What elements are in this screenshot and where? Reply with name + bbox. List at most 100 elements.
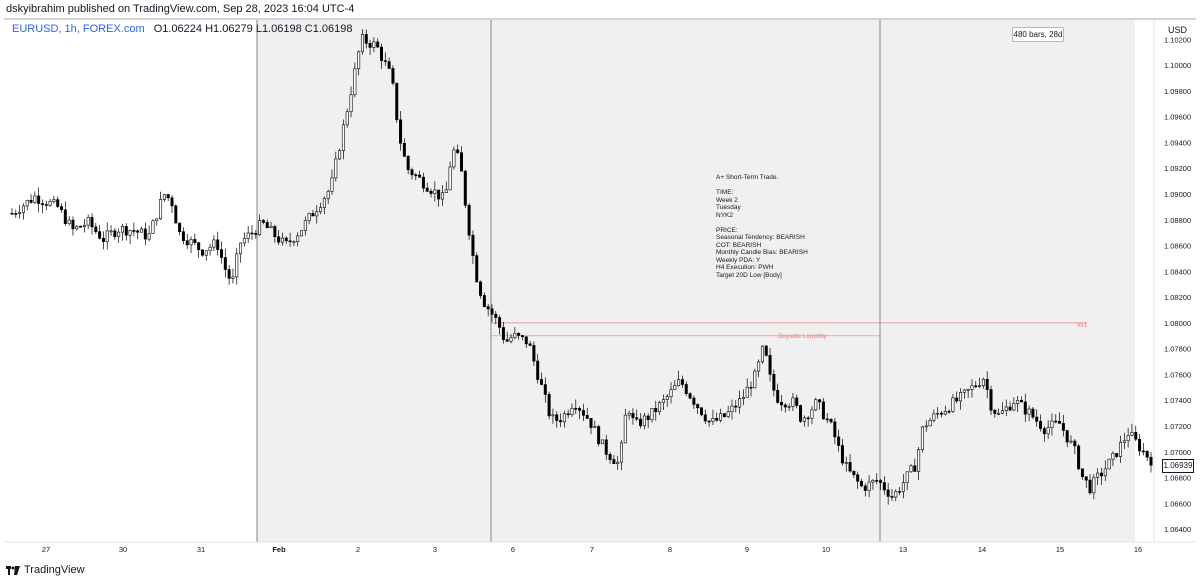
candle-body (936, 412, 940, 415)
symbol-legend: EURUSD, 1h, FOREX.com O1.06224 H1.06279 … (12, 23, 352, 35)
candle-body (33, 195, 37, 203)
candle-body (555, 414, 559, 421)
candle-body (604, 439, 608, 455)
chart-frame[interactable]: 1.10200 1.10000 1.09800 1.09600 1.09400 1.092… (4, 18, 1196, 558)
candle-body (928, 420, 932, 427)
candle-body (1042, 428, 1046, 435)
w1-label: W1 (1077, 322, 1088, 329)
candle-body (547, 394, 551, 417)
candle-body (1000, 410, 1004, 414)
candle-body (296, 235, 300, 242)
candle-body (29, 199, 33, 203)
candle-body (593, 426, 597, 428)
candle-body (197, 242, 201, 251)
candle-body (460, 152, 464, 172)
candle-body (669, 389, 673, 398)
candle-body (383, 60, 387, 62)
candle-body (1088, 479, 1092, 494)
candle-body (509, 337, 513, 342)
candle-body (627, 413, 631, 416)
currency-label[interactable]: USD (1168, 25, 1188, 35)
candle-body (894, 491, 898, 498)
candle-body (429, 190, 433, 194)
candle-body (513, 332, 517, 338)
candle-body (1115, 453, 1119, 457)
candle-body (376, 41, 380, 48)
candle-body (821, 401, 825, 420)
candle-body (741, 396, 745, 399)
candle-body (932, 413, 936, 421)
candle-body (63, 209, 67, 224)
candle-body (471, 234, 475, 256)
candle-body (646, 415, 650, 421)
candle-body (920, 426, 924, 450)
candle-body (1111, 453, 1115, 460)
candle-body (440, 192, 444, 200)
candle-body (463, 170, 467, 206)
candle-body (120, 226, 124, 233)
candle-body (505, 339, 509, 342)
candle-body (943, 410, 947, 415)
candle-body (170, 197, 174, 207)
candle-body (292, 241, 296, 243)
candle-body (410, 169, 414, 176)
candle-body (654, 407, 658, 413)
candle-body (997, 412, 1001, 415)
candle-body (608, 454, 612, 460)
candle-body (1092, 477, 1096, 494)
candle-body (1027, 408, 1031, 415)
candle-body (570, 407, 574, 416)
candle-body (639, 418, 643, 427)
candle-body (879, 480, 883, 483)
candle-body (90, 217, 94, 228)
candle-body (661, 399, 665, 404)
symbol-name[interactable]: EURUSD, 1h, FOREX.com (12, 23, 145, 35)
candle-body (1119, 442, 1123, 457)
candle-body (730, 405, 734, 412)
candle-body (380, 46, 384, 61)
y-tick-label: 1.09400 (1164, 138, 1191, 147)
candle-body (1012, 403, 1016, 411)
candle-body (787, 406, 791, 408)
candle-body (871, 480, 875, 483)
x-tick-label: 30 (119, 545, 127, 554)
candle-body (673, 385, 677, 390)
y-tick-label: 1.07000 (1164, 448, 1191, 457)
candle-body (174, 205, 178, 224)
candle-body (109, 230, 113, 233)
candle-body (14, 213, 18, 215)
y-tick-label: 1.08200 (1164, 293, 1191, 302)
candle-body (566, 413, 570, 416)
candle-body (10, 213, 14, 215)
candle-body (364, 34, 368, 44)
x-tick-label: 7 (590, 545, 594, 554)
candle-body (284, 237, 288, 242)
candle-body (680, 379, 684, 385)
candle-body (498, 317, 502, 328)
candle-body (665, 396, 669, 400)
candle-body (985, 378, 989, 390)
candle-body (185, 240, 189, 246)
x-tick-label: 31 (197, 545, 205, 554)
range-measure-label: 480 bars, 28d (1012, 27, 1064, 42)
candle-body (852, 470, 856, 476)
candle-body (1046, 427, 1050, 435)
candle-body (1035, 416, 1039, 422)
candle-body (128, 230, 132, 236)
candle-body (475, 255, 479, 283)
candle-body (334, 158, 338, 179)
candle-body (726, 411, 730, 417)
candle-body (1145, 450, 1149, 458)
candle-body (1126, 435, 1130, 442)
candle-body (631, 413, 635, 419)
candle-body (181, 231, 185, 241)
candle-body (269, 226, 273, 229)
publish-bar: dskyibrahim published on TradingView.com… (0, 0, 1200, 18)
tradingview-logo[interactable]: TradingView (6, 564, 85, 576)
y-tick-label: 1.08600 (1164, 242, 1191, 251)
price-chart[interactable]: 1.10200 1.10000 1.09800 1.09600 1.09400 1.092… (4, 20, 1196, 560)
candle-body (178, 222, 182, 232)
y-tick-label: 1.10200 (1164, 35, 1191, 44)
y-tick-label: 1.07400 (1164, 396, 1191, 405)
candle-body (875, 480, 879, 482)
